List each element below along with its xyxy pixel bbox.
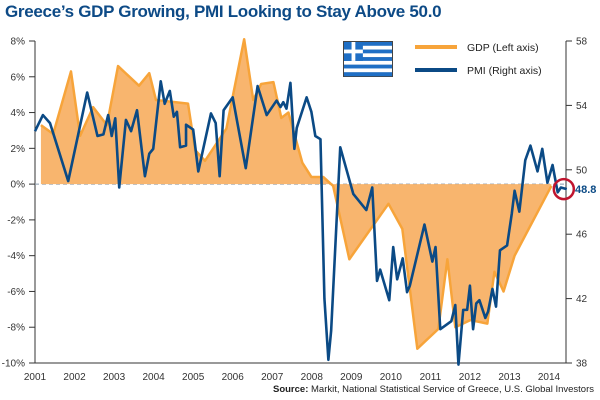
source-text: Markit, National Statistical Service of … [311,384,594,395]
right-axis-tick-label: 54 [576,101,588,112]
x-axis-tick-label: 2009 [340,372,363,383]
right-axis-tick-label: 50 [576,165,588,176]
x-axis-tick-label: 2012 [459,372,482,383]
flag-stripe [344,72,392,77]
right-axis-tick-label: 42 [576,294,588,305]
flag-stripe [344,42,392,46]
x-axis-tick-label: 2002 [63,372,86,383]
x-axis-tick-label: 2004 [142,372,165,383]
flag-cross-v [351,42,356,61]
legend-label-gdp: GDP (Left axis) [467,42,539,54]
left-axis-tick-label: 6% [11,72,26,83]
flag-stripe [344,53,392,58]
highlight-circle [552,177,576,201]
flag-stripe [344,45,392,50]
x-axis-tick-label: 2006 [222,372,245,383]
x-axis-tick-label: 2008 [301,372,324,383]
right-axis-tick-label: 38 [576,359,588,370]
flag-stripe [344,49,392,54]
left-axis-tick-label: 8% [11,37,26,48]
x-axis-tick-label: 2005 [182,372,205,383]
x-axis-tick-label: 2007 [261,372,284,383]
flag-stripe [344,68,392,73]
left-axis-tick-label: 2% [11,144,26,155]
x-axis-tick-label: 2001 [24,372,47,383]
x-axis-tick-label: 2003 [103,372,126,383]
series-group [33,37,568,366]
flag-stripe [344,57,392,62]
left-axis-tick-label: -8% [7,323,25,334]
left-axis-tick-label: -10% [2,359,25,370]
flag-stripe [344,64,392,69]
pmi-line [33,79,568,366]
left-axis-tick-label: 0% [11,180,26,191]
left-axis-tick-label: 4% [11,108,26,119]
greece-flag-icon [343,41,393,77]
left-axis-tick-label: -6% [7,287,25,298]
annotation-group: 48.8 [552,177,596,201]
x-axis-tick-label: 2014 [538,372,561,383]
legend: GDP (Left axis) PMI (Right axis) [343,41,542,77]
legend-label-pmi: PMI (Right axis) [467,65,542,77]
left-axis-tick-label: -2% [7,215,25,226]
annotation-label: 48.8 [575,184,596,196]
x-axis-tick-label: 2010 [380,372,403,383]
axes: 8% 6% 4% 2% 0% -2% -4% -6% -8% -10% 58 54 50 46 42 38 20… [2,37,588,384]
chart-title: Greece’s GDP Growing, PMI Looking to Sta… [5,2,442,21]
left-axis-tick-label: -4% [7,251,25,262]
x-axis-tick-label: 2013 [498,372,521,383]
x-axis-tick-label: 2011 [420,372,442,383]
flag-stripe [344,60,392,65]
source-note: Source: Markit, National Statistical Ser… [273,384,594,395]
right-axis-tick-label: 58 [576,37,588,48]
right-axis-tick-label: 46 [576,230,588,241]
source-label: Source: [272,384,309,395]
gdp-area [40,39,552,349]
